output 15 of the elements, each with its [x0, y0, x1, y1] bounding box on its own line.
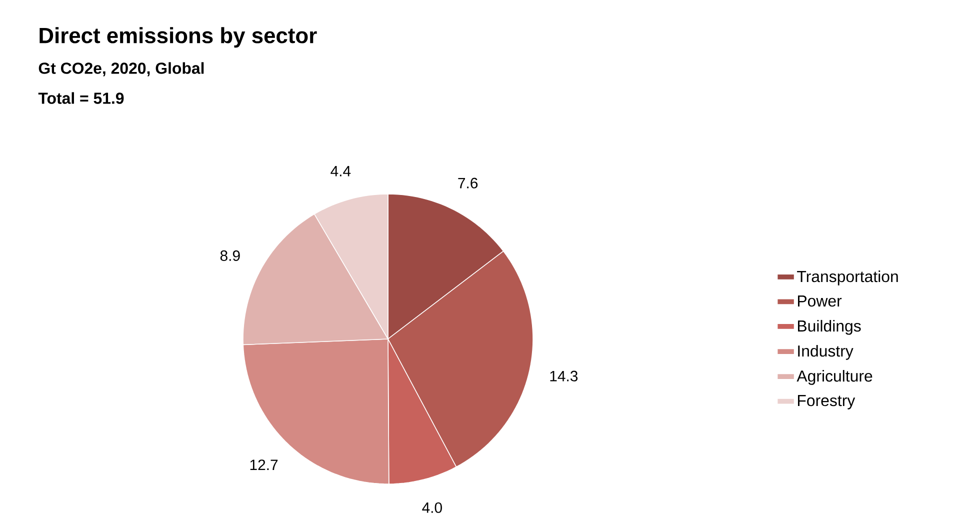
legend-label: Power: [798, 296, 842, 307]
data-label: 4.0: [422, 502, 442, 513]
data-label: 14.3: [550, 370, 578, 382]
data-label: 4.4: [330, 166, 351, 176]
chart-title: Direct emissions by sector: [40, 27, 317, 48]
legend-label: Agriculture: [796, 370, 872, 385]
data-label: 7.6: [458, 178, 478, 188]
text: Total = 51.9: [38, 92, 124, 104]
data-label: 8.9: [220, 250, 240, 261]
legend-label: Forestry: [798, 395, 856, 410]
legend-label: Transportation: [797, 270, 898, 286]
chart-subtitle: Gt CO2e, 2020, Global: [38, 62, 204, 76]
legend-label: Buildings: [798, 320, 861, 335]
legend-label: Industry: [798, 344, 854, 360]
data-label: 12.7: [250, 460, 278, 470]
